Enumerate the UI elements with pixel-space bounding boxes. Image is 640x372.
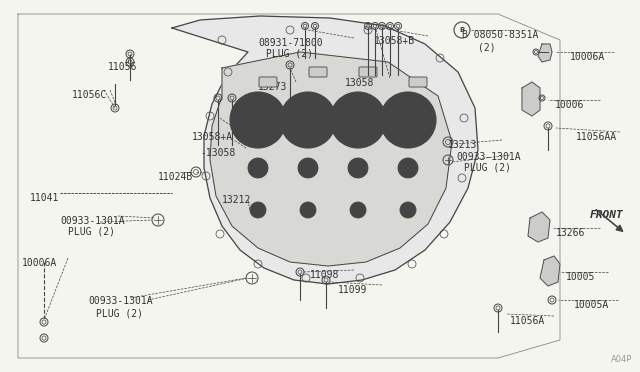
Text: PLUG (2): PLUG (2)	[68, 227, 115, 237]
Circle shape	[386, 98, 430, 142]
Text: FRONT: FRONT	[590, 210, 624, 220]
Circle shape	[286, 98, 330, 142]
Text: 11099: 11099	[338, 285, 367, 295]
Text: 10006A: 10006A	[570, 52, 605, 62]
Text: 00933-1301A: 00933-1301A	[456, 152, 520, 162]
Circle shape	[330, 92, 386, 148]
Text: 11056: 11056	[108, 62, 138, 72]
Polygon shape	[522, 82, 540, 116]
Circle shape	[400, 202, 416, 218]
Circle shape	[350, 202, 366, 218]
Text: 13058+B: 13058+B	[374, 36, 415, 46]
Text: 13266: 13266	[556, 228, 586, 238]
Circle shape	[248, 158, 268, 178]
Text: 10006: 10006	[555, 100, 584, 110]
Circle shape	[236, 98, 280, 142]
Circle shape	[298, 158, 318, 178]
Text: 10006A: 10006A	[22, 258, 57, 268]
Text: 11056C: 11056C	[72, 90, 108, 100]
Text: 11098: 11098	[310, 270, 339, 280]
Text: PLUG (2): PLUG (2)	[464, 163, 511, 173]
Polygon shape	[172, 16, 478, 284]
Circle shape	[250, 202, 266, 218]
Text: 11056AA: 11056AA	[576, 132, 617, 142]
Text: (2): (2)	[478, 42, 495, 52]
FancyBboxPatch shape	[359, 67, 377, 77]
Text: 08931-71800: 08931-71800	[258, 38, 323, 48]
FancyBboxPatch shape	[409, 77, 427, 87]
Text: 11041: 11041	[30, 193, 60, 203]
Polygon shape	[540, 256, 560, 286]
Text: B 08050-8351A: B 08050-8351A	[462, 30, 538, 40]
Polygon shape	[528, 212, 550, 242]
Circle shape	[300, 202, 316, 218]
Circle shape	[398, 158, 418, 178]
Text: A04P: A04P	[611, 355, 632, 364]
Text: 00933-1301A: 00933-1301A	[88, 296, 152, 306]
Text: 13273: 13273	[258, 82, 287, 92]
Text: PLUG (2): PLUG (2)	[96, 308, 143, 318]
Circle shape	[336, 98, 380, 142]
Text: 11056A: 11056A	[510, 316, 545, 326]
Text: PLUG (2): PLUG (2)	[266, 49, 313, 59]
Text: 13058: 13058	[345, 78, 374, 88]
Circle shape	[380, 92, 436, 148]
Polygon shape	[538, 44, 552, 62]
Text: 00933-1301A: 00933-1301A	[60, 216, 125, 226]
Text: B: B	[460, 27, 465, 33]
Circle shape	[348, 158, 368, 178]
Text: 11024B: 11024B	[158, 172, 193, 182]
FancyBboxPatch shape	[259, 77, 277, 87]
Text: 13212: 13212	[222, 195, 252, 205]
Text: 10005A: 10005A	[574, 300, 609, 310]
Text: 13058+A: 13058+A	[192, 132, 233, 142]
FancyBboxPatch shape	[309, 67, 327, 77]
Text: -13058: -13058	[200, 148, 236, 158]
Polygon shape	[210, 52, 452, 266]
Circle shape	[280, 92, 336, 148]
Text: 13213: 13213	[448, 140, 477, 150]
Text: 10005: 10005	[566, 272, 595, 282]
Circle shape	[230, 92, 286, 148]
